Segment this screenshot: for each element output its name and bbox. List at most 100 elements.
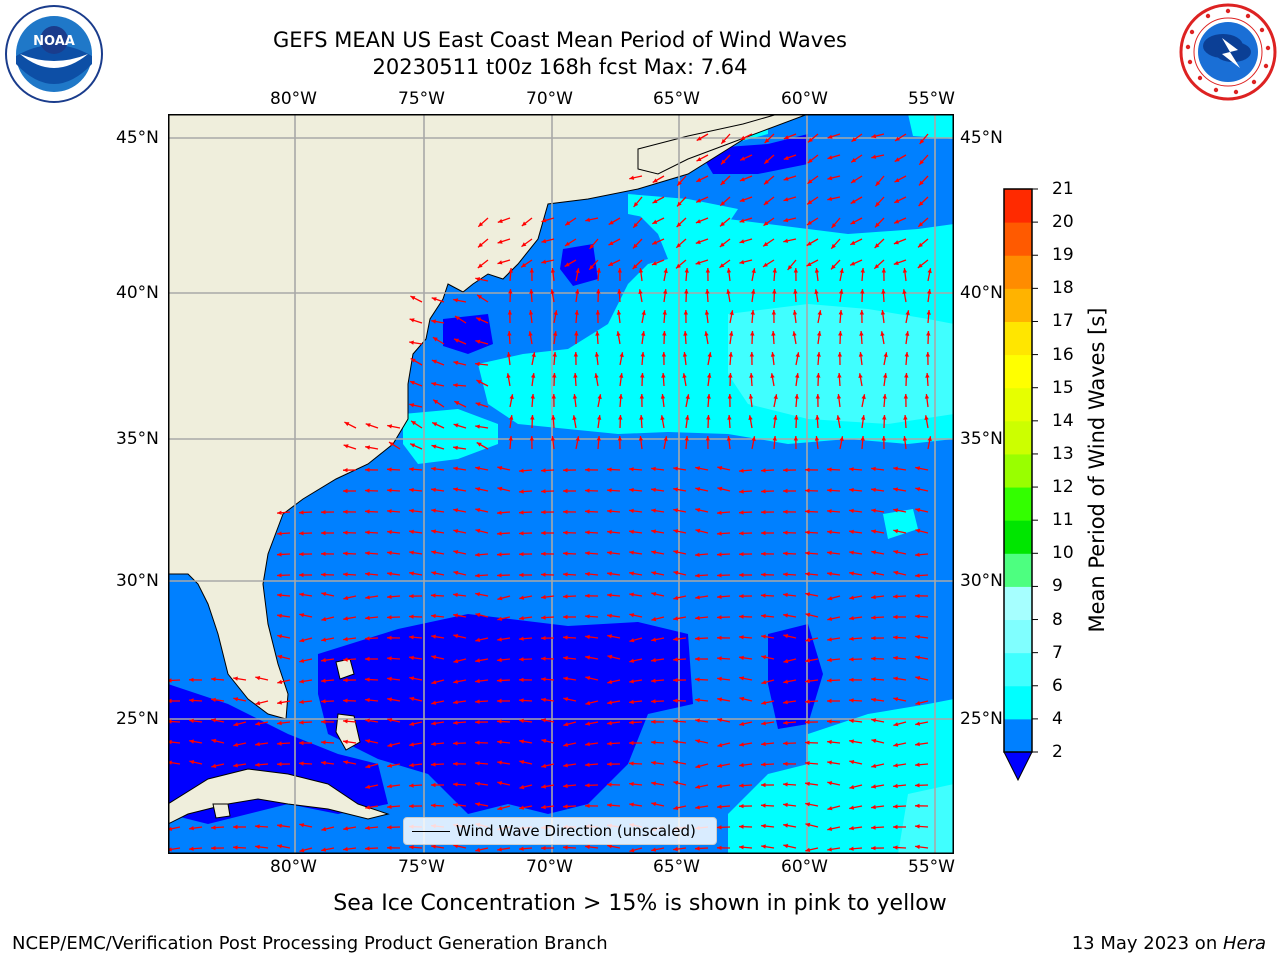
direction-arrow-head <box>607 803 612 808</box>
direction-arrow-head <box>729 310 734 316</box>
direction-arrow-head <box>805 612 811 618</box>
direction-arrow-head <box>771 310 776 315</box>
direction-arrow-head <box>919 139 925 144</box>
direction-arrow-head <box>607 634 613 639</box>
direction-arrow-head <box>805 699 810 704</box>
direction-arrow-head <box>838 331 843 336</box>
direction-arrow-head <box>905 310 910 316</box>
direction-arrow-head <box>739 721 745 726</box>
direction-arrow-head <box>453 550 459 555</box>
direction-arrow-head <box>880 331 885 336</box>
direction-arrow-head <box>815 415 820 420</box>
direction-arrow-head <box>189 760 195 765</box>
direction-arrow-head <box>871 529 876 534</box>
direction-arrow-head <box>453 508 459 513</box>
direction-arrow-head <box>431 762 436 767</box>
direction-arrow-head <box>343 826 348 831</box>
direction-arrow-head <box>827 155 833 160</box>
direction-arrow-head <box>617 289 622 294</box>
direction-arrow-head <box>607 654 613 660</box>
direction-arrow-head <box>365 846 370 851</box>
direction-arrow-head <box>519 805 525 810</box>
direction-arrow-head <box>783 844 789 849</box>
lon-label-bottom-80w: 80°W <box>270 857 317 877</box>
direction-arrow-head <box>673 678 678 683</box>
direction-arrow-head <box>915 803 920 808</box>
direction-arrow-head <box>585 488 590 493</box>
direction-arrow-head <box>497 239 503 244</box>
direction-arrow-head <box>837 373 842 378</box>
direction-arrow-head <box>783 802 788 808</box>
direction-arrow-head <box>871 718 877 723</box>
direction-arrow-head <box>827 806 833 811</box>
direction-arrow-head <box>849 657 854 662</box>
direction-arrow-head <box>763 241 769 247</box>
direction-arrow-head <box>409 676 415 681</box>
direction-arrow-head <box>831 223 837 228</box>
map-frame <box>168 114 954 854</box>
direction-arrow-head <box>607 700 612 705</box>
direction-arrow-head <box>915 721 921 726</box>
direction-arrow-head <box>629 550 634 555</box>
direction-arrow-head <box>739 468 744 473</box>
direction-arrow-head <box>651 658 656 663</box>
direction-arrow-head <box>541 804 546 810</box>
direction-arrow-head <box>597 415 602 420</box>
direction-arrow-head <box>475 720 480 725</box>
direction-arrow-head <box>321 826 327 832</box>
direction-arrow-head <box>431 319 436 324</box>
direction-arrow-head <box>764 138 770 143</box>
direction-arrow-head <box>211 697 216 702</box>
direction-arrow-head <box>387 718 393 723</box>
direction-arrow-head <box>453 844 459 849</box>
direction-arrow-head <box>519 531 524 536</box>
direction-arrow-head <box>389 442 394 447</box>
direction-arrow-head <box>299 848 305 853</box>
direction-arrow-head <box>550 268 556 273</box>
direction-arrow-head <box>685 415 690 420</box>
direction-arrow-head <box>321 719 326 724</box>
direction-arrow-head <box>431 550 437 555</box>
direction-arrow-head <box>858 373 863 378</box>
direction-arrow-head <box>761 510 766 515</box>
direction-arrow-head <box>616 310 622 315</box>
direction-arrow-head <box>874 264 880 269</box>
direction-arrow-head <box>607 509 612 514</box>
direction-arrow-head <box>783 782 788 787</box>
direction-arrow-head <box>652 240 658 245</box>
direction-arrow-head <box>783 741 788 746</box>
colorbar-segment <box>1004 586 1032 621</box>
direction-arrow-head <box>453 720 458 725</box>
direction-arrow-head <box>453 741 458 746</box>
direction-arrow-head <box>531 373 536 378</box>
direction-arrow-head <box>849 595 855 600</box>
land-areas <box>168 114 809 825</box>
direction-arrow-head <box>739 783 744 788</box>
direction-arrow-head <box>475 339 481 344</box>
direction-arrow-head <box>814 289 819 294</box>
direction-arrow-head <box>343 739 348 744</box>
legend-label: Wind Wave Direction (unscaled) <box>456 822 696 840</box>
direction-arrow-head <box>663 436 668 442</box>
direction-arrow-head <box>902 289 907 294</box>
direction-arrow-head <box>497 719 502 724</box>
direction-arrow-head <box>805 637 811 642</box>
direction-arrow-head <box>783 217 789 223</box>
direction-arrow-head <box>924 394 930 399</box>
direction-arrow-head <box>431 782 436 788</box>
direction-arrow-head <box>607 550 612 556</box>
direction-arrow-head <box>639 394 644 399</box>
direction-arrow-head <box>850 240 856 245</box>
direction-arrow-head <box>794 415 799 420</box>
direction-arrow-head <box>453 529 459 534</box>
direction-arrow-head <box>519 572 524 578</box>
direction-arrow-head <box>189 718 194 724</box>
direction-arrow-head <box>387 742 393 748</box>
direction-arrow-head <box>475 528 481 534</box>
direction-arrow-head <box>849 529 854 534</box>
direction-arrow-head <box>431 655 437 660</box>
direction-arrow-head <box>871 784 876 789</box>
direction-arrow-head <box>726 289 731 294</box>
direction-arrow-head <box>299 613 305 618</box>
direction-arrow-head <box>608 241 614 246</box>
